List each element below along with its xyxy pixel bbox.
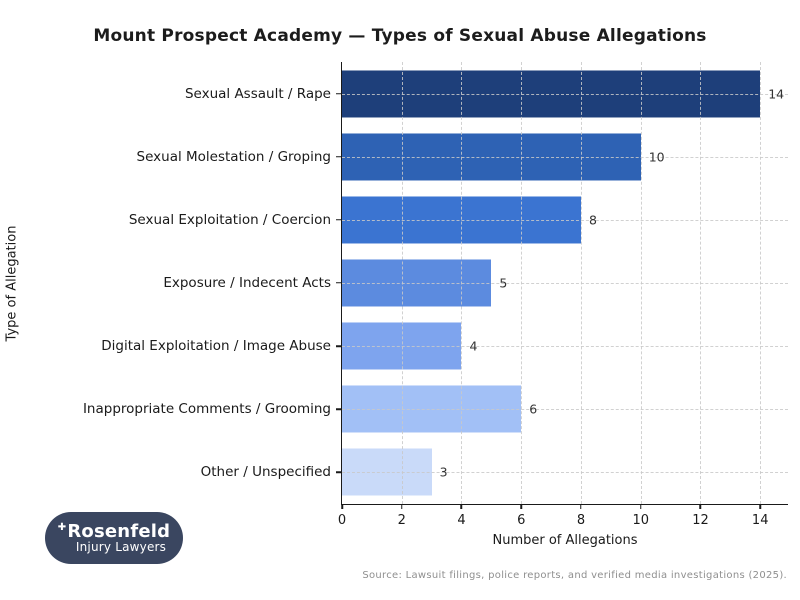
- x-tick-mark: [460, 504, 463, 509]
- x-tick-label: 0: [337, 513, 347, 528]
- value-label: 5: [499, 275, 508, 291]
- horizontal-gridline: [342, 282, 788, 284]
- horizontal-gridline: [342, 409, 788, 411]
- logo-name-text: Rosenfeld: [67, 521, 171, 542]
- rosenfeld-logo: ✚ Rosenfeld Injury Lawyers: [45, 512, 183, 564]
- horizontal-gridline: [342, 346, 788, 348]
- horizontal-gridline: [342, 472, 788, 474]
- logo-name: ✚ Rosenfeld: [58, 522, 170, 541]
- category-tick: [336, 92, 341, 95]
- x-tick-label: 6: [517, 513, 526, 528]
- x-tick-mark: [341, 504, 343, 509]
- category-tick: [336, 282, 341, 284]
- x-tick-mark: [699, 504, 702, 509]
- x-tick-label: 8: [576, 513, 586, 528]
- category-tick: [336, 219, 341, 221]
- x-axis-label: Number of Allegations: [492, 533, 638, 548]
- horizontal-gridline: [342, 156, 788, 158]
- category-tick: [336, 408, 341, 411]
- y-axis-label: Type of Allegation: [4, 225, 20, 342]
- x-tick-label: 2: [397, 513, 406, 528]
- category-tick: [336, 471, 341, 474]
- x-tick-label: 12: [692, 513, 709, 528]
- category-tick: [336, 155, 341, 158]
- category-label: Exposure / Indecent Acts: [163, 274, 331, 291]
- value-label: 6: [529, 401, 538, 417]
- bar-row: Sexual Exploitation / Coercion 8: [129, 188, 788, 251]
- chart-title: Mount Prospect Academy — Types of Sexual…: [93, 26, 707, 46]
- x-tick-mark: [520, 504, 522, 509]
- value-label: 8: [588, 212, 597, 228]
- cross-icon: ✚: [57, 522, 67, 533]
- bar-row: Exposure / Indecent Acts 5: [163, 251, 788, 314]
- x-tick-mark: [400, 504, 403, 509]
- bar-row: Other / Unspecified 3: [201, 441, 788, 504]
- value-label: 3: [439, 464, 448, 480]
- bar-row: Inappropriate Comments / Grooming 6: [83, 378, 788, 441]
- bar-row: Sexual Molestation / Groping 10: [137, 125, 788, 188]
- value-label: 4: [469, 338, 478, 354]
- plot-area: Number of Allegations Sexual Assault / R…: [83, 62, 788, 548]
- category-label: Sexual Assault / Rape: [184, 85, 331, 102]
- bar-row: Sexual Assault / Rape 14: [185, 62, 788, 125]
- x-tick-label: 10: [632, 513, 649, 528]
- horizontal-gridline: [342, 93, 788, 95]
- value-label: 10: [648, 149, 665, 165]
- category-label: Sexual Molestation / Groping: [136, 148, 331, 165]
- x-tick-label: 4: [457, 513, 466, 528]
- x-tick-mark: [580, 504, 582, 509]
- category-tick: [336, 345, 341, 347]
- value-label: 14: [768, 86, 785, 102]
- bar-row: Digital Exploitation / Image Abuse 4: [101, 315, 788, 378]
- logo-tagline: Injury Lawyers: [75, 540, 167, 554]
- category-label: Inappropriate Comments / Grooming: [82, 401, 331, 418]
- x-tick-mark: [759, 504, 761, 509]
- category-label: Digital Exploitation / Image Abuse: [101, 338, 331, 355]
- x-tick-mark: [639, 504, 642, 509]
- horizontal-gridline: [342, 219, 788, 221]
- source-note: Source: Lawsuit filings, police reports,…: [362, 570, 787, 581]
- category-label: Other / Unspecified: [200, 464, 331, 481]
- x-tick-label: 14: [751, 513, 769, 528]
- category-label: Sexual Exploitation / Coercion: [128, 211, 331, 228]
